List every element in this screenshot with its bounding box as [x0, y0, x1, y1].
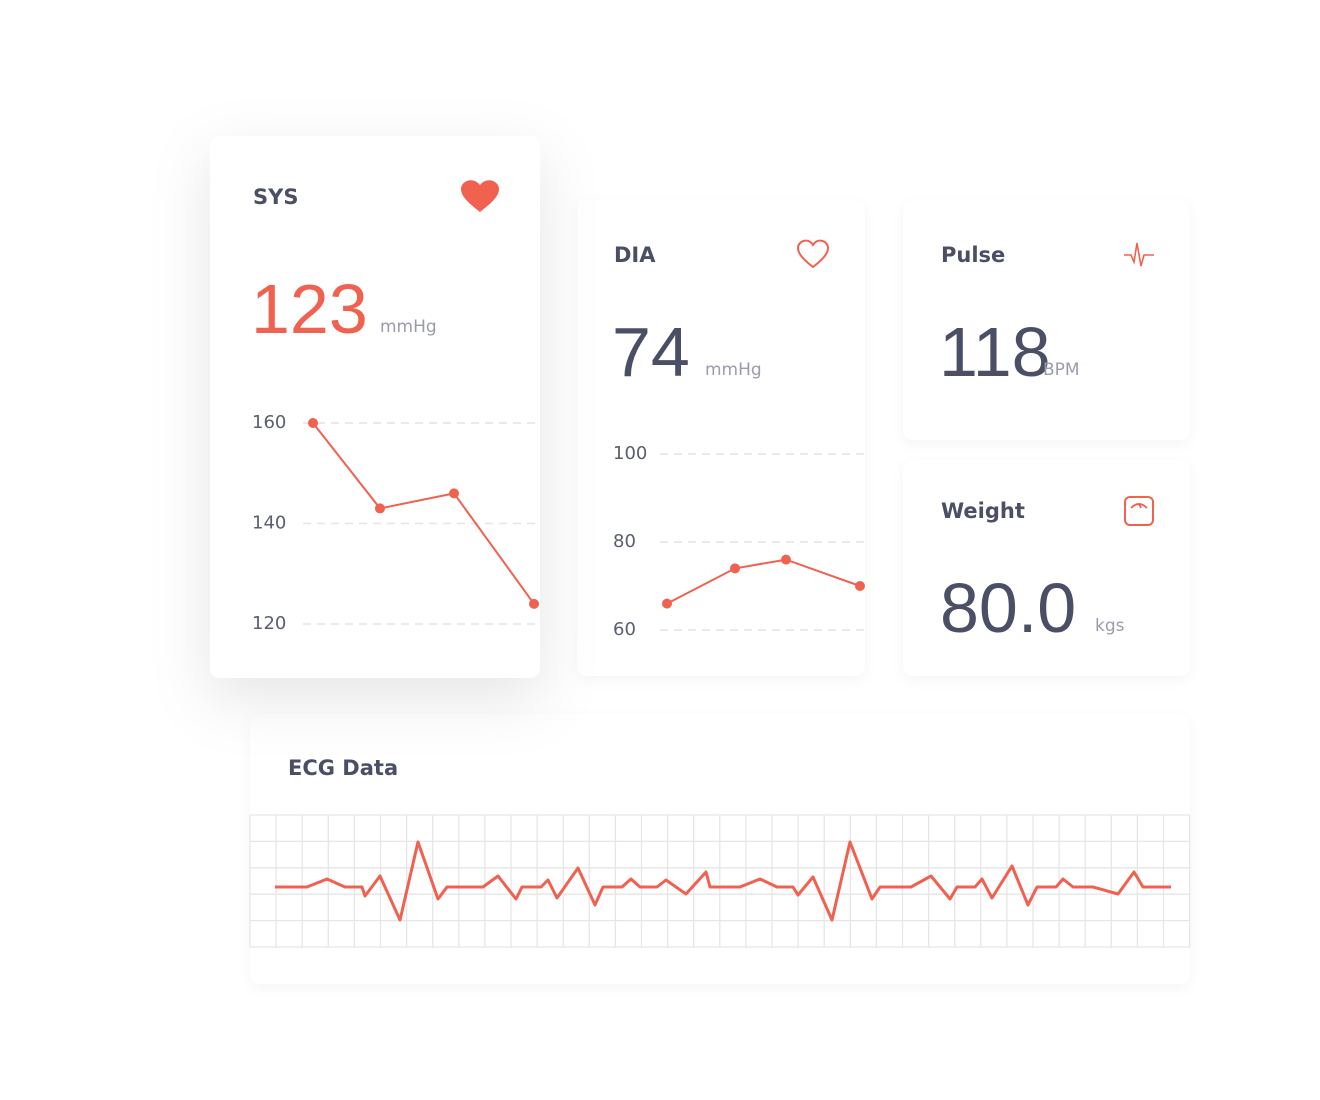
reading: 123 — [251, 270, 368, 348]
reading: 118 — [939, 313, 1051, 391]
y-tick-label: 160 — [252, 412, 286, 433]
unit: kgs — [1095, 616, 1125, 636]
data-point — [529, 598, 539, 609]
unit: BPM — [1043, 360, 1080, 380]
y-tick-label: 140 — [252, 513, 286, 534]
scale-icon-dial — [1130, 503, 1148, 509]
data-line — [312, 422, 535, 605]
y-tick-label: 80 — [613, 531, 636, 552]
card-title: Weight — [941, 499, 1025, 523]
card-title: ECG Data — [288, 756, 398, 780]
y-tick-label: 120 — [252, 613, 286, 634]
pulse-card — [903, 200, 1190, 440]
reading: 80.0 — [940, 569, 1076, 647]
heart-icon — [461, 180, 499, 212]
unit: mmHg — [380, 317, 437, 337]
y-tick-label: 60 — [613, 619, 636, 640]
weight-card — [903, 460, 1190, 676]
data-point — [730, 563, 740, 574]
data-point — [308, 418, 318, 428]
data-point — [375, 503, 385, 514]
card-title: SYS — [253, 185, 298, 209]
data-point — [781, 554, 791, 565]
data-point — [449, 488, 459, 499]
data-line — [666, 558, 861, 605]
data-point — [662, 598, 672, 609]
data-point — [855, 581, 865, 591]
ecg-trace — [275, 840, 1171, 922]
card-title: Pulse — [941, 243, 1005, 267]
reading: 74 — [612, 313, 690, 391]
unit: mmHg — [705, 360, 762, 380]
sys-card — [210, 136, 540, 678]
card-title: DIA — [614, 243, 656, 267]
pulse-icon — [1124, 242, 1154, 267]
ecg-grid — [249, 814, 1191, 948]
scale-icon — [1124, 496, 1154, 526]
dia-card — [577, 200, 865, 676]
y-tick-label: 100 — [613, 443, 647, 464]
heart-outline-icon — [796, 239, 830, 269]
